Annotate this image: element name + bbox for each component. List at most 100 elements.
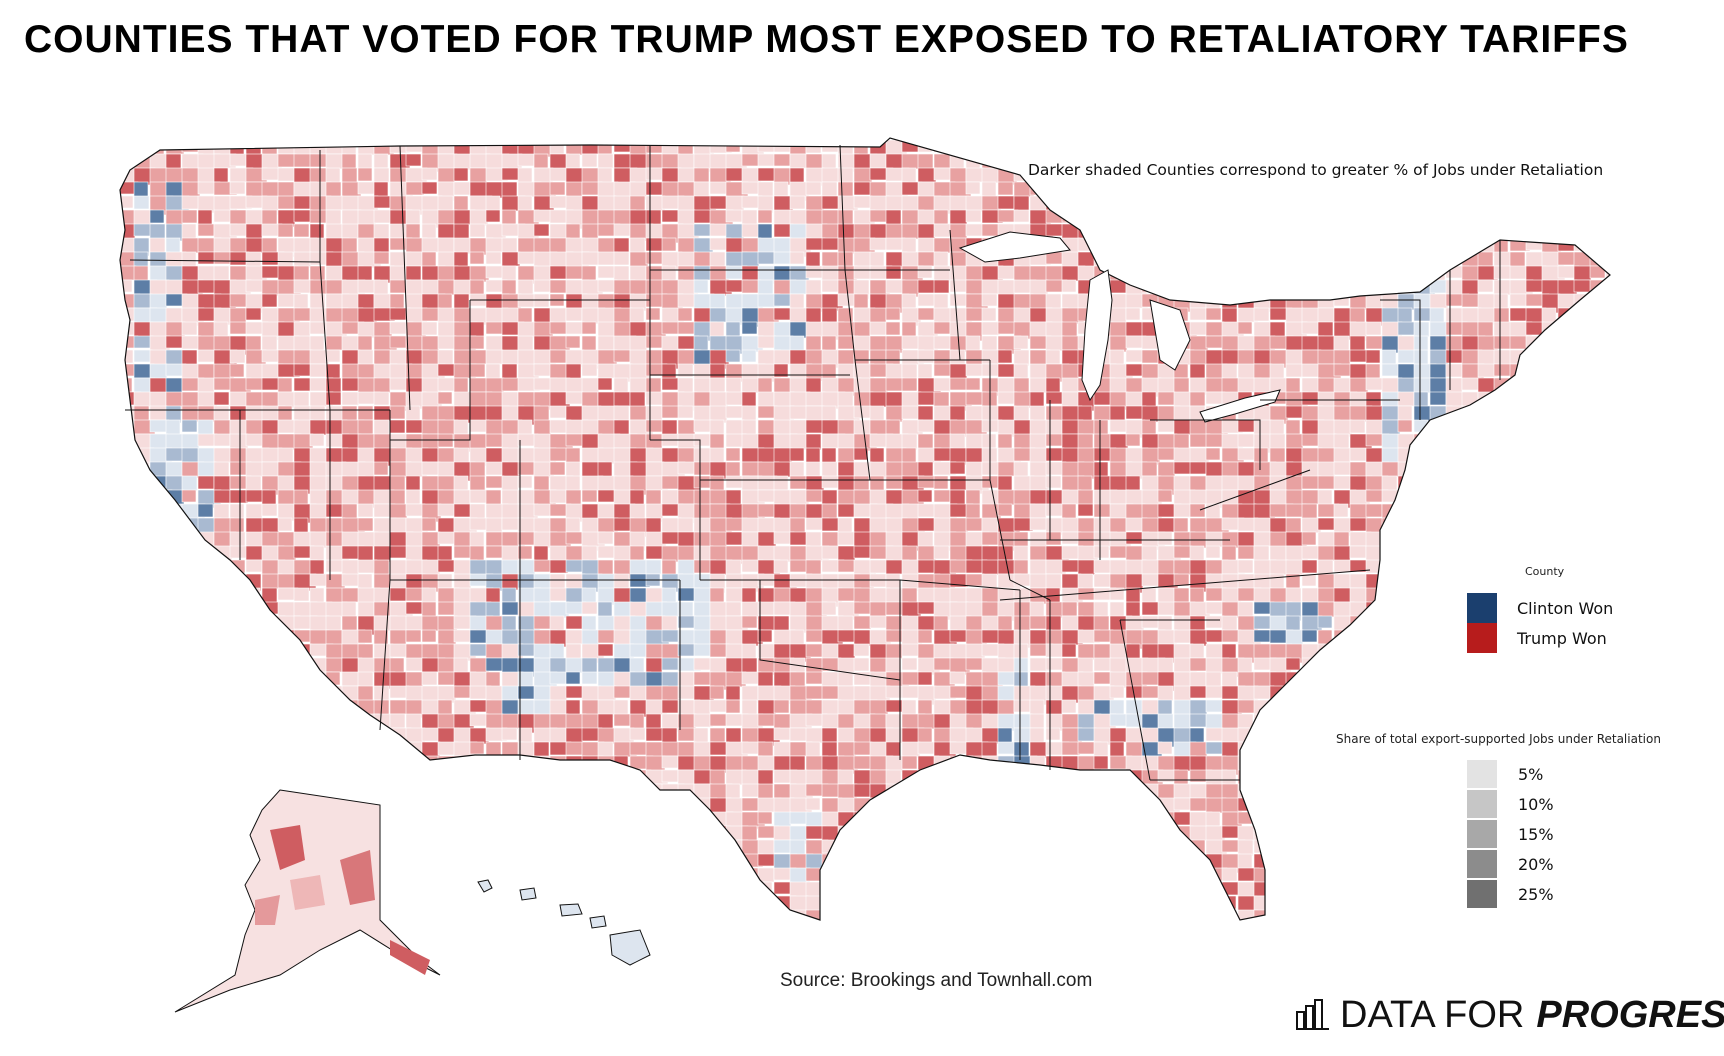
county-cell [1301,741,1322,760]
county-cell [1349,503,1369,519]
county-cell [149,587,171,606]
county-cell [1333,349,1351,367]
county-cell [213,713,236,732]
county-cell [325,713,349,729]
county-cell [613,853,637,868]
county-cell [1205,139,1230,157]
county-cell [1189,853,1208,871]
county-cell [757,251,775,265]
county-cell [1077,839,1094,857]
county-cell [1285,727,1305,741]
county-cell [1541,391,1566,412]
county-cell [1381,699,1399,716]
county-cell [357,643,374,661]
county-cell [1365,769,1386,788]
county-cell [1573,503,1594,520]
county-cell [1509,461,1530,479]
county-cell [341,391,360,406]
county-cell [549,195,568,209]
county-cell [421,615,441,632]
county-cell [629,727,646,741]
county-cell [1189,503,1206,518]
county-cell [1061,699,1077,714]
county-cell [501,573,520,591]
county-cell [1413,853,1437,874]
county-cell [1541,223,1562,243]
county-cell [549,643,565,660]
county-cell [533,405,550,423]
county-cell [1605,657,1610,674]
county-cell [120,867,135,888]
county-cell [1397,867,1422,885]
county-cell [933,867,949,888]
county-cell [1509,153,1526,167]
county-cell [533,559,553,573]
county-cell [853,629,873,647]
county-cell [1445,699,1468,715]
county-cell [1045,825,1068,846]
county-cell [917,237,935,253]
county-cell [741,531,761,548]
county-cell [293,671,311,685]
county-cell [277,769,301,784]
county-cell [565,671,581,685]
county-cell [789,377,809,395]
county-cell [981,517,999,535]
county-cell [1445,279,1465,297]
county-cell [741,797,759,812]
county-cell [853,335,871,353]
county-cell [1029,727,1045,744]
county-cell [1029,405,1046,422]
county-cell [1445,671,1468,687]
county-cell [1605,307,1610,326]
county-cell [1093,867,1115,885]
county-cell [517,573,536,591]
county-cell [213,825,235,843]
county-cell [1205,741,1225,755]
county-cell [1205,209,1221,225]
county-cell [277,699,297,715]
county-cell [933,279,950,294]
county-cell [1429,167,1446,187]
county-cell [933,769,955,783]
county-cell [1173,867,1194,882]
county-cell [1333,223,1352,243]
county-cell [437,237,455,255]
county-cell [181,419,198,433]
county-cell [1541,685,1564,705]
county-cell [1285,713,1307,728]
county-cell [917,307,935,321]
county-cell [1509,531,1526,547]
county-cell [1333,195,1353,210]
county-cell [501,783,517,802]
county-cell [901,545,918,562]
county-cell [1557,531,1580,551]
county-cell [1589,377,1606,393]
county-cell [120,839,136,853]
county-cell [1093,237,1118,255]
county-cell [517,755,537,774]
county-cell [133,517,150,534]
county-cell [1317,825,1337,841]
county-cell [421,629,437,643]
county-cell [1365,825,1386,844]
county-cell [1413,601,1433,621]
county-cell [1605,461,1610,482]
county-cell [757,587,777,604]
county-cell [1541,167,1557,181]
county-cell [581,783,601,797]
county-cell [309,657,328,674]
county-cell [1093,209,1112,228]
county-cell [645,713,662,731]
county-cell [805,475,825,491]
county-cell [1573,671,1593,690]
county-cell [1573,657,1593,674]
county-cell [120,601,142,615]
county-cell [949,755,974,774]
county-cell [485,615,504,632]
county-cell [261,503,278,517]
county-cell [181,755,203,774]
county-cell [1493,461,1512,482]
county-cell [469,741,485,755]
county-cell [1461,321,1479,339]
